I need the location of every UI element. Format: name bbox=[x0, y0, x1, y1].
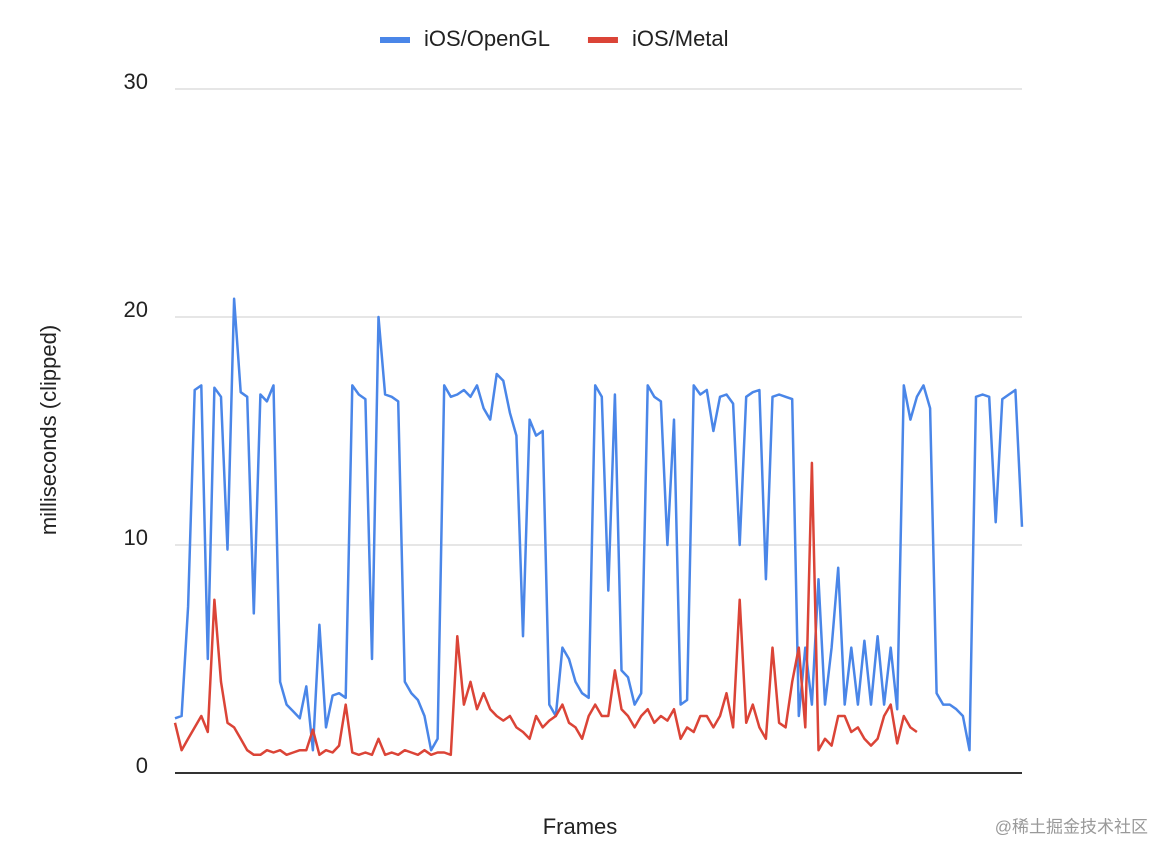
y-tick-label: 20 bbox=[124, 297, 148, 322]
series-line bbox=[174, 297, 1024, 752]
y-tick-label: 10 bbox=[124, 525, 148, 550]
y-tick-label: 30 bbox=[124, 69, 148, 94]
legend-label: iOS/OpenGL bbox=[424, 26, 550, 51]
y-axis-label: milliseconds (clipped) bbox=[36, 325, 61, 535]
x-axis-label: Frames bbox=[543, 814, 618, 839]
legend-label: iOS/Metal bbox=[632, 26, 729, 51]
series-line bbox=[173, 461, 918, 757]
watermark: @稀土掘金技术社区 bbox=[995, 817, 1148, 836]
y-tick-label: 0 bbox=[136, 753, 148, 778]
